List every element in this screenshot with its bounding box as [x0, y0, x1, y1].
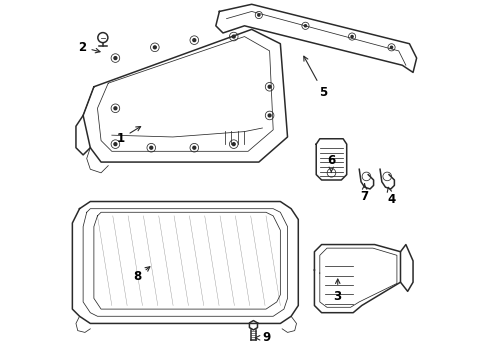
Circle shape — [267, 85, 270, 88]
Circle shape — [232, 35, 235, 38]
Circle shape — [114, 57, 117, 59]
Circle shape — [149, 146, 152, 149]
Text: 9: 9 — [255, 331, 269, 344]
Text: 1: 1 — [117, 126, 141, 145]
Circle shape — [304, 25, 306, 27]
Text: 7: 7 — [360, 184, 368, 203]
Circle shape — [257, 14, 260, 16]
Circle shape — [192, 39, 195, 41]
Circle shape — [153, 46, 156, 49]
Circle shape — [389, 46, 392, 48]
Circle shape — [267, 114, 270, 117]
Text: 4: 4 — [386, 187, 395, 206]
Circle shape — [114, 107, 117, 110]
Circle shape — [192, 146, 195, 149]
Circle shape — [232, 143, 235, 145]
Text: 6: 6 — [326, 154, 335, 172]
Circle shape — [114, 143, 117, 145]
Text: 5: 5 — [303, 56, 327, 99]
Text: 2: 2 — [78, 41, 100, 54]
Text: 8: 8 — [133, 267, 149, 283]
Text: 3: 3 — [333, 279, 341, 303]
Circle shape — [350, 36, 352, 38]
